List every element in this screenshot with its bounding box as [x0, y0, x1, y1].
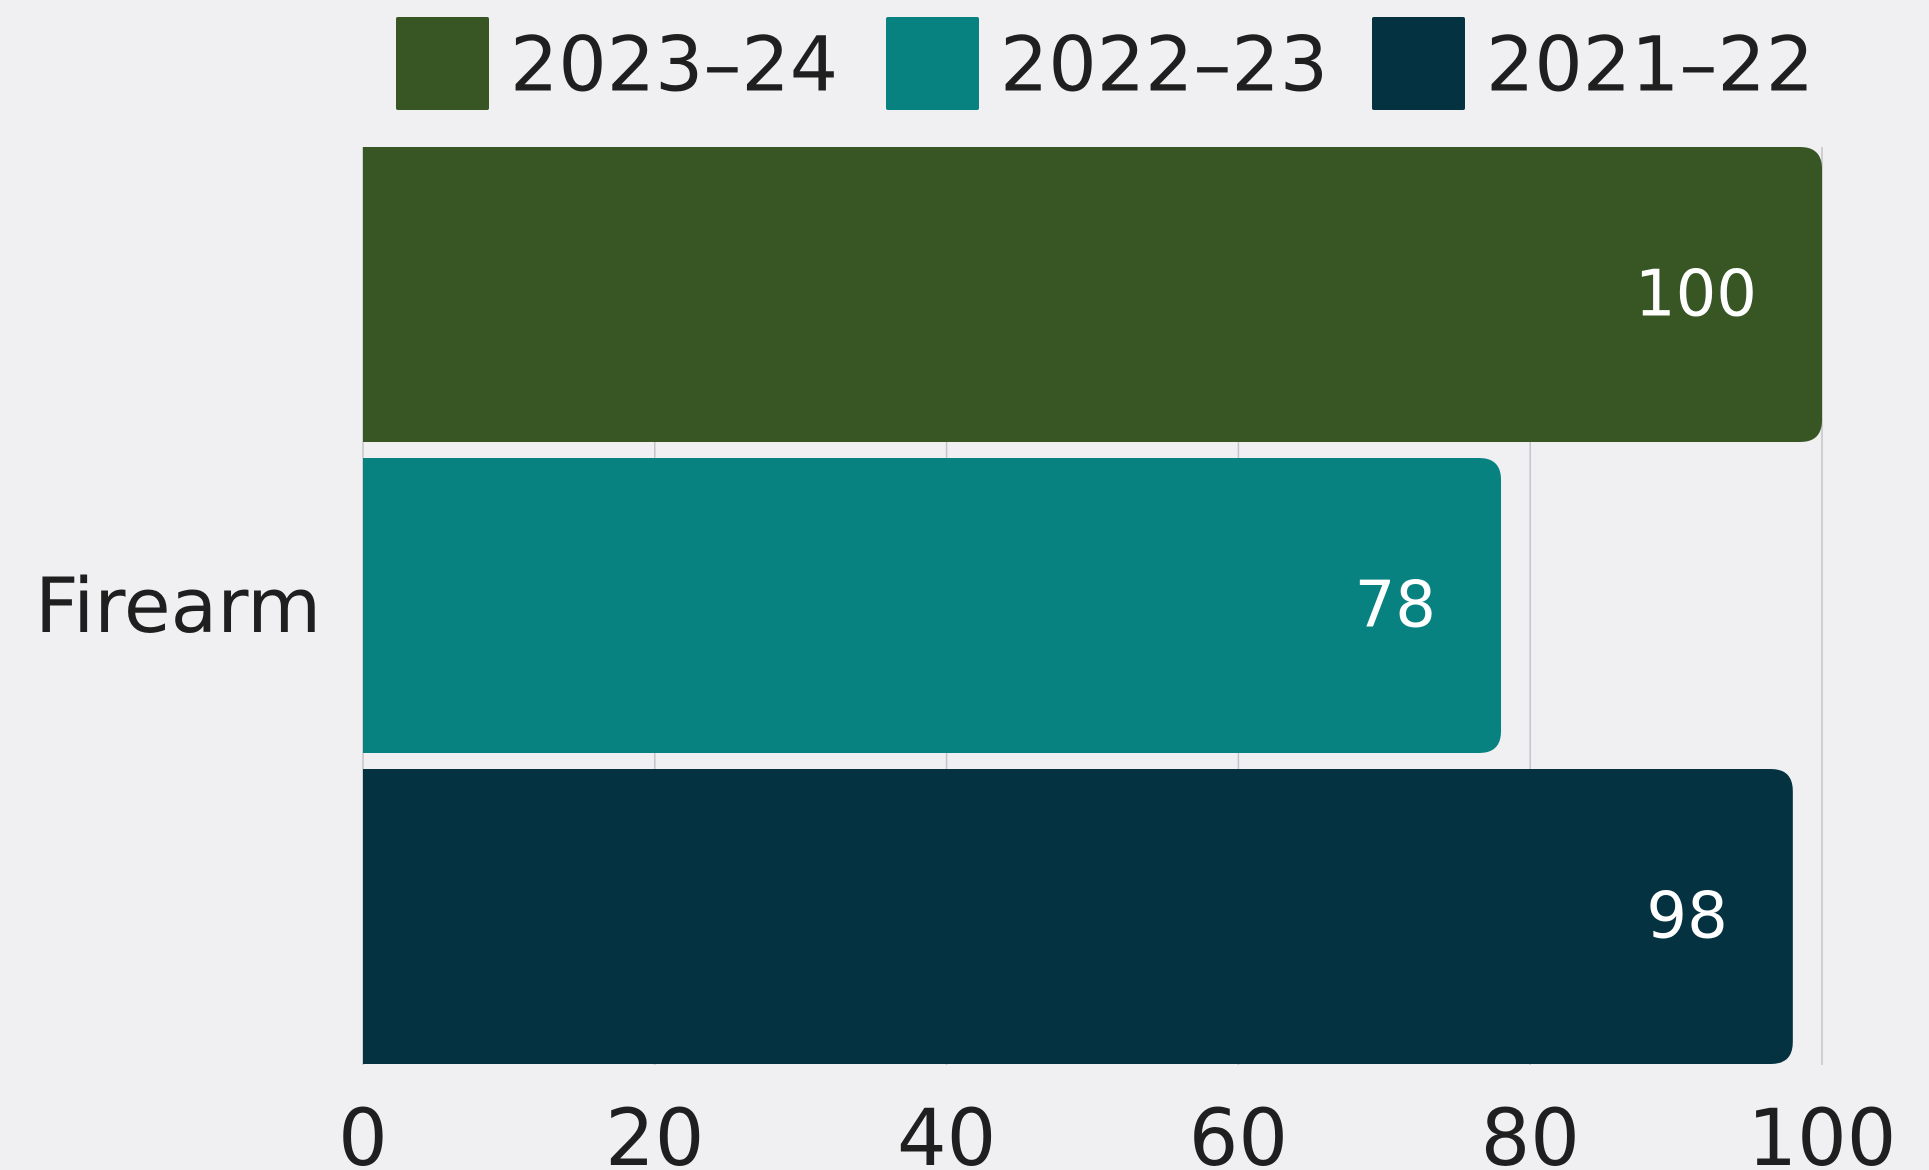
x-tick-label: 100 [1748, 1094, 1897, 1170]
legend-swatch [396, 17, 489, 110]
data-label: 78 [1355, 569, 1436, 643]
bar-2023–24 [363, 147, 1822, 442]
x-tick-label: 40 [897, 1094, 996, 1170]
x-tick-label: 0 [338, 1094, 388, 1170]
bar-2022–23 [363, 458, 1502, 753]
legend: 2023–24 2022–23 2021–22 [396, 17, 1814, 110]
data-label: 98 [1646, 880, 1727, 954]
legend-label: 2022–23 [1000, 20, 1328, 109]
bar-2021–22 [363, 769, 1793, 1064]
legend-swatch [886, 17, 979, 110]
category-label: Firearm [35, 561, 321, 650]
x-tick-label: 20 [605, 1094, 704, 1170]
legend-label: 2021–22 [1486, 20, 1814, 109]
x-tick-label: 80 [1481, 1094, 1580, 1170]
data-label: 100 [1635, 258, 1757, 332]
bars: 100 78 98 [363, 147, 1822, 1064]
legend-swatch [1372, 17, 1465, 110]
legend-label: 2023–24 [510, 20, 838, 109]
category-labels: Firearm [35, 561, 321, 650]
x-axis-ticks: 0 20 40 60 80 100 [338, 1094, 1896, 1170]
x-tick-label: 60 [1189, 1094, 1288, 1170]
